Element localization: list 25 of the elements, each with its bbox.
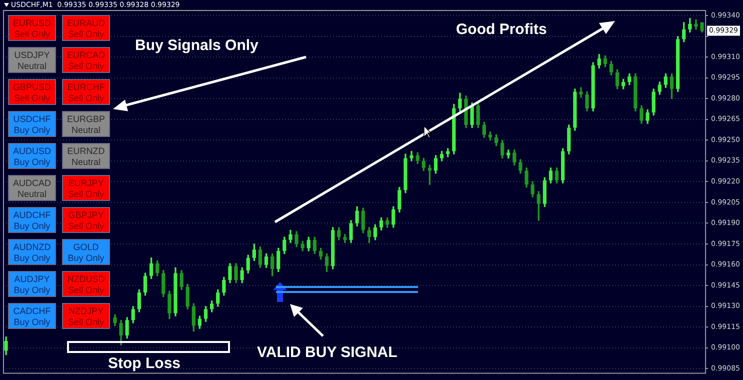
annotation: GBPJPY Sell Only — [63, 210, 109, 232]
annotation: EURNZD Neutral — [63, 146, 109, 168]
annotation: EURCAD Sell Only — [63, 50, 109, 72]
annotation: VALID BUY SIGNAL — [257, 344, 398, 361]
annotation: GOLD Buy Only — [63, 242, 109, 264]
annotation: NZDUSD Sell Only — [63, 274, 109, 296]
annotation: AUDCAD Neutral — [9, 178, 55, 200]
annotation: Stop Loss — [108, 355, 181, 372]
candlestick — [410, 150, 414, 162]
annotation: AUDCHF Buy Only — [9, 210, 55, 232]
annotation: EURAUD Sell Only — [63, 18, 109, 40]
annotation: AUDJPY Buy Only — [9, 274, 55, 296]
annotation: AUDUSD Buy Only — [9, 146, 55, 168]
annotation: USDCHF Buy Only — [9, 114, 55, 136]
annotation: NZDJPY Sell Only — [63, 306, 109, 328]
annotation: EURGBP Neutral — [63, 114, 109, 136]
annotation: EURJPY Sell Only — [63, 178, 109, 200]
annotation: EURCHF Sell Only — [63, 82, 109, 104]
annotation: EURUSD Sell Only — [9, 18, 55, 40]
annotation: CADCHF Buy Only — [9, 306, 55, 328]
annotation: USDJPY Neutral — [9, 50, 55, 72]
annotation: GBPUSD Sell Only — [9, 82, 55, 104]
annotation: Buy Signals Only — [135, 37, 258, 54]
annotation: Good Profits — [456, 21, 547, 38]
annotation: AUDNZD Buy Only — [9, 242, 55, 264]
